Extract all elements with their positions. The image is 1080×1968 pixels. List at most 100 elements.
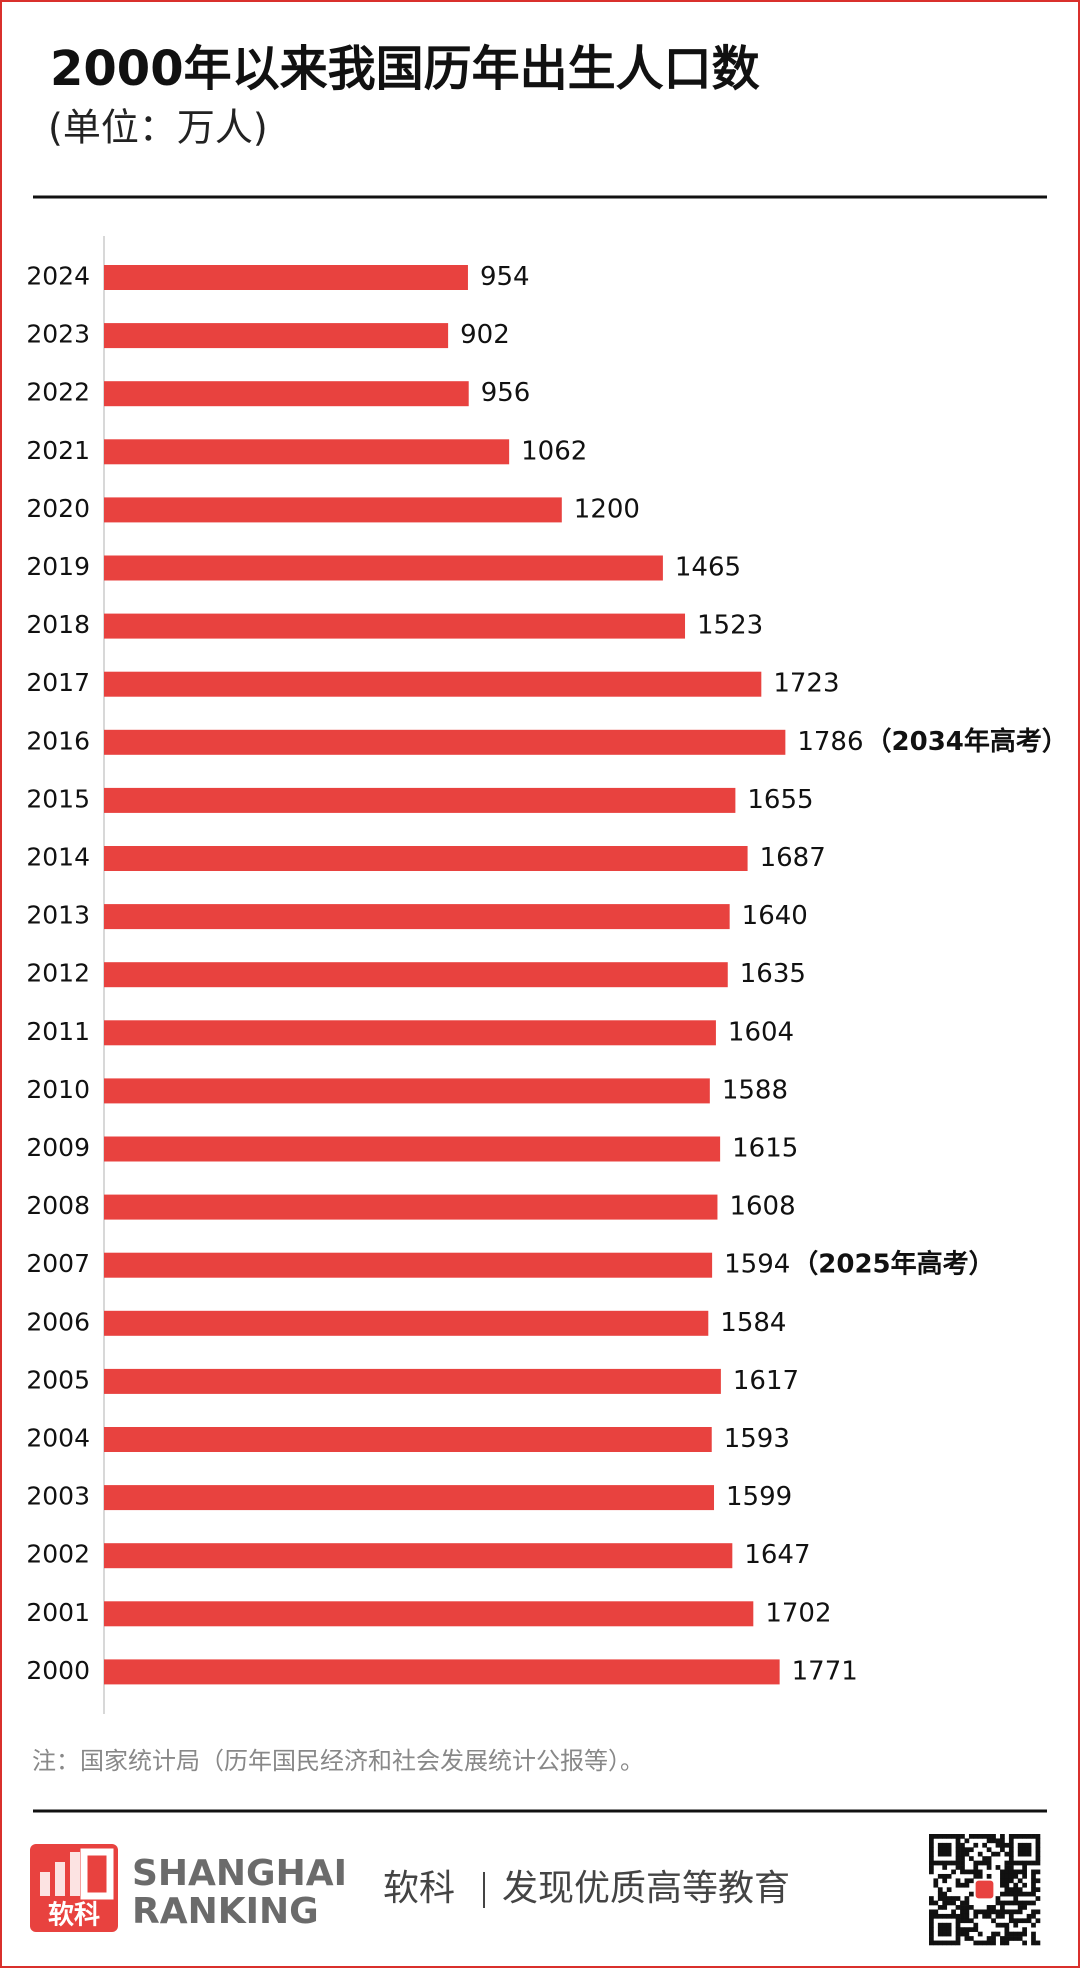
qr-cell [942, 1891, 948, 1897]
bar [104, 1659, 780, 1685]
qr-cell [964, 1931, 970, 1937]
qr-cell [986, 1909, 992, 1915]
qr-cell [1022, 1891, 1027, 1897]
qr-cell [955, 1860, 961, 1866]
qr-cell [991, 1918, 996, 1924]
qr-cell [1004, 1842, 1010, 1848]
qr-cell [1004, 1927, 1010, 1932]
qr-cell [1000, 1922, 1005, 1928]
qr-cell [1026, 1842, 1032, 1848]
y-tick-label: 2012 [26, 959, 90, 988]
qr-cell [1004, 1931, 1010, 1937]
qr-cell [937, 1891, 943, 1897]
qr-cell [1035, 1838, 1041, 1844]
qr-cell [986, 1838, 992, 1844]
qr-cell [929, 1834, 934, 1839]
qr-cell [951, 1909, 956, 1915]
y-tick-label: 2000 [26, 1656, 90, 1685]
qr-cell [1035, 1847, 1041, 1853]
qr-cell [982, 1834, 988, 1839]
qr-cell [964, 1878, 970, 1884]
qr-cell [960, 1905, 965, 1910]
qr-cell [964, 1896, 970, 1901]
y-tick-label: 2002 [26, 1540, 90, 1569]
qr-cell [946, 1896, 952, 1901]
qr-cell [942, 1931, 948, 1937]
qr-cell [982, 1913, 988, 1919]
qr-cell [955, 1834, 961, 1839]
qr-cell [1004, 1887, 1010, 1893]
y-tick-label: 2013 [26, 901, 90, 930]
y-tick-label: 2003 [26, 1482, 90, 1511]
qr-cell [946, 1851, 952, 1857]
qr-cell [1000, 1834, 1005, 1839]
qr-cell [960, 1847, 965, 1853]
qr-cell [1008, 1887, 1014, 1893]
qr-cell [964, 1838, 970, 1844]
qr-cell [982, 1856, 988, 1861]
qr-cell [937, 1931, 943, 1937]
qr-cell [1017, 1878, 1023, 1884]
y-tick-label: 2014 [26, 843, 90, 872]
y-tick-label: 2016 [26, 726, 90, 755]
qr-cell [1000, 1869, 1005, 1875]
qr-cell [1017, 1931, 1023, 1937]
qr-cell [960, 1851, 965, 1857]
qr-cell [1008, 1891, 1014, 1897]
qr-cell [955, 1940, 961, 1946]
qr-cell [968, 1856, 974, 1861]
qr-cell [977, 1931, 983, 1937]
qr-cell [964, 1927, 970, 1932]
qr-cell [964, 1913, 970, 1919]
qr-cell [973, 1922, 979, 1928]
qr-cell [1013, 1896, 1019, 1901]
qr-cell [1035, 1869, 1041, 1875]
qr-cell [1004, 1909, 1010, 1915]
qr-cell [1008, 1869, 1014, 1875]
qr-cell [955, 1896, 961, 1901]
qr-cell [951, 1900, 956, 1906]
qr-cell [1008, 1856, 1014, 1861]
qr-cell [1004, 1860, 1010, 1866]
qr-cell [995, 1851, 1001, 1857]
bar [104, 962, 728, 988]
qr-cell [1013, 1891, 1019, 1897]
logo-text: 软科 [48, 1901, 100, 1931]
qr-cell [973, 1940, 979, 1946]
qr-cell [982, 1940, 988, 1946]
qr-cell [973, 1869, 979, 1875]
qr-cell [942, 1878, 948, 1884]
qr-cell [1026, 1851, 1032, 1857]
qr-cell [1035, 1940, 1041, 1946]
qr-cell [968, 1891, 974, 1897]
y-tick-label: 2015 [26, 784, 90, 813]
bar [104, 613, 686, 639]
qr-cell [942, 1847, 948, 1853]
qr-cell [991, 1838, 996, 1844]
bar [104, 1543, 733, 1569]
qr-cell [1017, 1905, 1023, 1910]
qr-cell [960, 1856, 965, 1861]
qr-cell [1013, 1918, 1019, 1924]
qr-cell [960, 1918, 965, 1924]
qr-cell [1031, 1882, 1036, 1888]
chart-subtitle: (单位：万人) [48, 106, 268, 150]
y-tick-label: 2010 [26, 1075, 90, 1104]
qr-cell [1022, 1865, 1027, 1870]
qr-cell [982, 1842, 988, 1848]
qr-cell [951, 1834, 956, 1839]
qr-cell [964, 1918, 970, 1924]
qr-cell [1031, 1860, 1036, 1866]
qr-cell [1008, 1873, 1014, 1879]
qr-cell [933, 1882, 939, 1888]
bar [104, 265, 468, 290]
qr-cell [929, 1896, 934, 1901]
qr-cell [968, 1927, 974, 1932]
qr-cell [929, 1865, 934, 1870]
qr-cell [929, 1851, 934, 1857]
bar [104, 787, 736, 813]
qr-cell [946, 1860, 952, 1866]
qr-cell [977, 1869, 983, 1875]
qr-cell [1008, 1847, 1014, 1853]
value-label: 1647 [744, 1540, 810, 1570]
